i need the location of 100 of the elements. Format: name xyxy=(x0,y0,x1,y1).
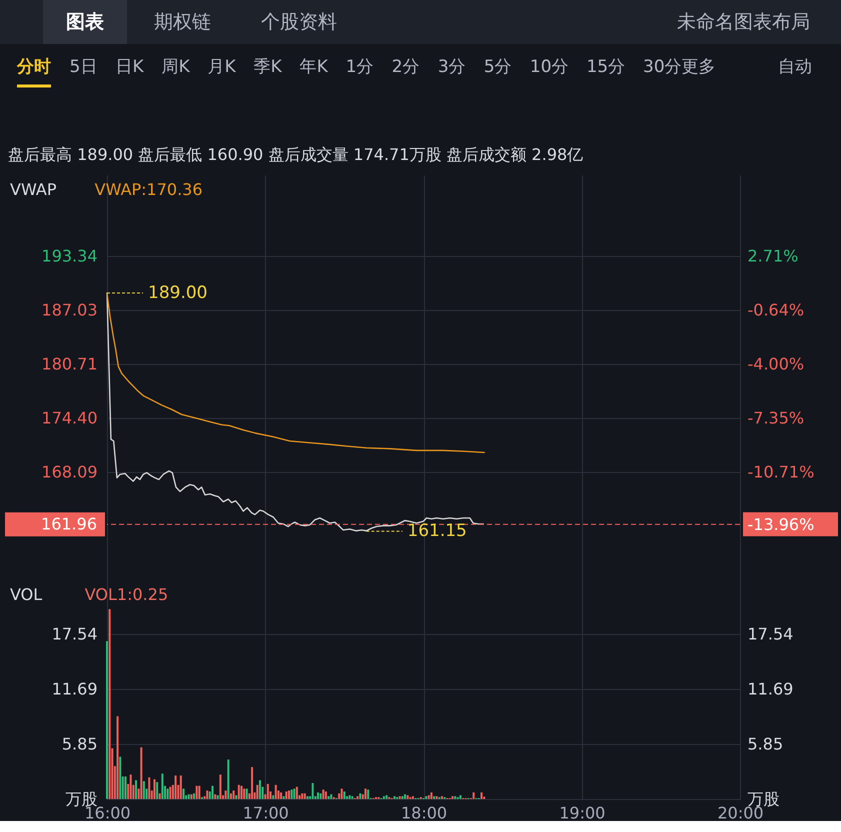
x-tick-label: 19:00 xyxy=(559,804,606,822)
bar xyxy=(288,790,290,799)
bar xyxy=(324,791,327,799)
bar xyxy=(425,796,428,799)
bar xyxy=(452,796,454,799)
bar xyxy=(246,788,248,799)
text: VWAP:170.36 xyxy=(94,180,203,199)
bar xyxy=(393,796,396,799)
text: 3分 xyxy=(438,57,466,77)
bar xyxy=(436,796,438,799)
y-tick-label: 174.40 xyxy=(42,408,98,428)
text: 30分更多 xyxy=(643,57,716,77)
bar xyxy=(190,794,192,799)
bar xyxy=(266,784,269,799)
y-tick-label: 168.09 xyxy=(42,462,98,482)
y2-tick-label: -7.35% xyxy=(748,408,804,428)
bar xyxy=(142,781,145,799)
bar xyxy=(106,641,108,799)
bar xyxy=(428,795,430,799)
bar xyxy=(258,780,261,799)
bar xyxy=(206,790,208,799)
bar xyxy=(224,790,227,799)
bar xyxy=(119,756,122,799)
bar xyxy=(116,716,119,799)
bar xyxy=(430,792,432,799)
bar xyxy=(454,796,456,799)
chart-title: VWAP xyxy=(10,180,57,199)
bar xyxy=(412,796,414,799)
bar xyxy=(285,791,288,799)
bar xyxy=(312,783,314,799)
bar xyxy=(256,784,258,799)
bar xyxy=(398,796,401,799)
bar xyxy=(140,747,142,799)
x-tick-label: 18:00 xyxy=(400,804,448,822)
bar xyxy=(216,795,219,799)
bar xyxy=(343,791,346,799)
bar xyxy=(296,786,298,799)
bar xyxy=(235,795,238,799)
chart-title: VOL xyxy=(10,585,42,604)
bar xyxy=(238,784,240,799)
chart-subtitle: 盘后最高 189.00 盘后最低 160.90 盘后成交量 174.71万股 盘后成交额 2.98亿 xyxy=(8,145,584,164)
y2-tick-label: 17.54 xyxy=(748,624,794,644)
bar xyxy=(214,794,216,799)
bar xyxy=(348,795,351,799)
text: 月K xyxy=(208,57,237,77)
bar xyxy=(351,796,354,799)
bar xyxy=(406,795,409,799)
text: 年K xyxy=(300,57,329,77)
text: 自动 xyxy=(778,57,812,77)
y2-tick-label: 5.85 xyxy=(748,734,784,754)
x-tick-label: 17:00 xyxy=(242,804,289,822)
text: 未命名图表布局 xyxy=(677,11,810,33)
text: 期权链 xyxy=(154,11,211,33)
bar xyxy=(367,790,370,799)
bar xyxy=(359,793,362,799)
y2-tick-label: -10.71% xyxy=(748,462,814,482)
bar xyxy=(401,796,404,799)
bar xyxy=(382,796,385,799)
bar xyxy=(320,793,322,799)
bar xyxy=(130,774,132,799)
bar xyxy=(304,793,306,799)
bar xyxy=(274,784,277,799)
bar xyxy=(330,794,332,799)
text: 5分 xyxy=(484,57,512,77)
text: 2分 xyxy=(392,57,420,77)
annotation: VOL1:0.25 xyxy=(84,585,168,604)
y2-tick-label: -0.64% xyxy=(748,300,804,320)
text: 1分 xyxy=(346,57,374,77)
bar xyxy=(166,788,169,799)
bar xyxy=(212,786,214,799)
bar xyxy=(219,774,222,799)
bar xyxy=(280,792,282,799)
bar xyxy=(169,786,172,799)
bar xyxy=(322,790,324,799)
text: 周K xyxy=(162,57,191,77)
bar xyxy=(459,795,462,799)
bar xyxy=(158,793,161,799)
bar xyxy=(124,776,126,799)
ref-line-label: 161.96 xyxy=(41,514,97,534)
y-tick-label: 180.71 xyxy=(42,354,98,374)
bar xyxy=(108,609,111,799)
bar xyxy=(227,760,230,799)
y-tick-label: 5.85 xyxy=(62,734,98,754)
bar xyxy=(230,793,232,799)
bar xyxy=(156,782,158,799)
bar xyxy=(243,788,246,799)
bar xyxy=(386,795,388,799)
bar xyxy=(135,780,138,799)
bar xyxy=(480,792,483,799)
bar xyxy=(251,767,254,799)
bar xyxy=(180,776,182,799)
bar xyxy=(182,788,184,799)
bar xyxy=(440,796,443,799)
bar xyxy=(198,786,200,799)
bar xyxy=(148,777,150,799)
y-tick-label: 187.03 xyxy=(42,300,98,320)
text: 15分 xyxy=(586,57,626,77)
text: 日K xyxy=(116,57,145,77)
bar xyxy=(161,774,164,799)
bar xyxy=(364,788,366,799)
